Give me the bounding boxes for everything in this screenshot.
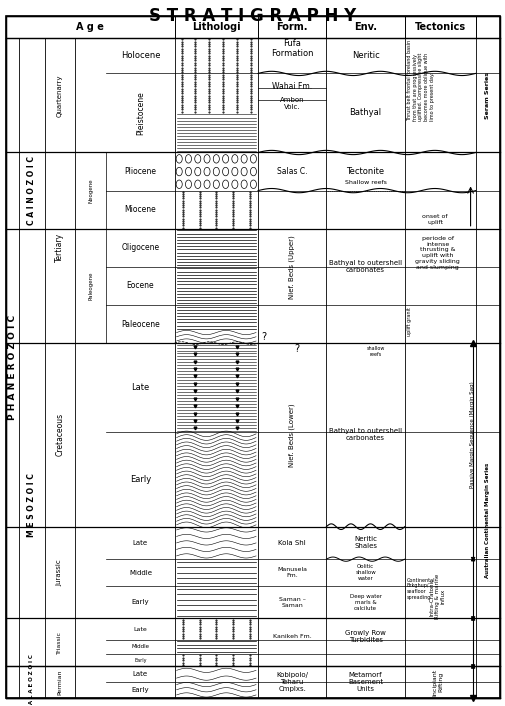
Text: Fufa
Formation: Fufa Formation	[271, 39, 313, 59]
Text: Pleistocene: Pleistocene	[136, 91, 144, 135]
Text: P A L A E O Z O I C: P A L A E O Z O I C	[29, 654, 34, 706]
Text: Metamorf
Basement
Units: Metamorf Basement Units	[347, 672, 382, 692]
Text: Kobipolo/
Teharu
Cmplxs.: Kobipolo/ Teharu Cmplxs.	[276, 672, 308, 692]
Text: Tertiary: Tertiary	[55, 233, 64, 263]
Text: Nief. Beds (Upper): Nief. Beds (Upper)	[288, 235, 295, 299]
Text: Oolitic
shallow
water: Oolitic shallow water	[355, 564, 375, 581]
Text: Incipiant
Rifting: Incipiant Rifting	[431, 669, 442, 695]
Text: Tectonite: Tectonite	[346, 167, 384, 176]
Text: Salas C.: Salas C.	[276, 167, 307, 176]
Text: ?: ?	[261, 333, 266, 342]
Text: M E S O Z O I C: M E S O Z O I C	[27, 473, 36, 537]
Text: Passive Margin Sequence (Margin Sag): Passive Margin Sequence (Margin Sag)	[469, 381, 474, 489]
Text: P H A N E R O Z O I C: P H A N E R O Z O I C	[8, 316, 17, 420]
Text: Ambon
Volc.: Ambon Volc.	[279, 97, 304, 109]
Text: Neogene: Neogene	[88, 179, 93, 203]
Text: Early: Early	[131, 687, 149, 693]
Text: Permian: Permian	[57, 669, 62, 695]
Text: Early: Early	[130, 475, 150, 484]
Text: Manusela
Fm.: Manusela Fm.	[277, 567, 307, 578]
Text: Growly Row
Turbidites: Growly Row Turbidites	[344, 630, 385, 643]
Text: Shallow reefs: Shallow reefs	[344, 180, 386, 185]
Text: Bathyal to outershell
carbonates: Bathyal to outershell carbonates	[328, 261, 401, 273]
Text: Cretaceous: Cretaceous	[55, 413, 64, 457]
Text: ?: ?	[294, 344, 299, 354]
Text: Holocene: Holocene	[120, 52, 160, 60]
Text: Paleocene: Paleocene	[121, 320, 160, 328]
Text: Middle: Middle	[131, 644, 149, 650]
Text: C A I N O Z O I C: C A I N O Z O I C	[27, 156, 36, 225]
Text: Neritic: Neritic	[351, 52, 379, 60]
Text: Early: Early	[131, 599, 149, 605]
Text: Oligocene: Oligocene	[121, 244, 159, 252]
Text: A g e: A g e	[76, 22, 104, 32]
Text: S T R A T I G R A P H Y: S T R A T I G R A P H Y	[149, 6, 356, 25]
Text: Form.: Form.	[276, 22, 308, 32]
Text: Eocene: Eocene	[126, 282, 154, 290]
Text: Bathyal to outershell
carbonates: Bathyal to outershell carbonates	[328, 429, 401, 441]
Text: Kola Shl: Kola Shl	[278, 540, 306, 546]
Text: Jurassic: Jurassic	[57, 559, 63, 586]
Text: Australian Continental Margin Series: Australian Continental Margin Series	[484, 462, 489, 578]
Text: Saman –
Saman: Saman – Saman	[278, 597, 305, 608]
Text: Env.: Env.	[354, 22, 376, 32]
Text: Triassic: Triassic	[57, 631, 62, 654]
Bar	[6, 16, 499, 38]
Text: Middle: Middle	[129, 570, 152, 575]
Text: Lithologi: Lithologi	[191, 22, 240, 32]
Text: Continental
Brkghup/
seafloor
spreading: Continental Brkghup/ seafloor spreading	[406, 578, 434, 600]
Text: Miocene: Miocene	[124, 205, 156, 214]
Text: Tectonics: Tectonics	[414, 22, 465, 32]
Text: Late: Late	[133, 626, 147, 632]
Text: Bathyal: Bathyal	[349, 109, 381, 117]
Text: Nief. Beds (Lower): Nief. Beds (Lower)	[288, 403, 295, 467]
Text: Intra-Cratonic
Rifting & marine
influx: Intra-Cratonic Rifting & marine influx	[429, 574, 445, 619]
Text: Late: Late	[133, 671, 147, 677]
Text: onset of
uplift: onset of uplift	[422, 215, 447, 225]
Text: Deep water
marls &
calcilute: Deep water marls & calcilute	[349, 594, 381, 611]
Text: Kanikeh Fm.: Kanikeh Fm.	[272, 634, 311, 640]
Text: Early: Early	[134, 657, 146, 663]
Text: Neritic
Shales: Neritic Shales	[354, 537, 376, 549]
Text: Late: Late	[133, 540, 147, 546]
Text: Quartenarry: Quartenarry	[57, 74, 63, 116]
Text: Paleogene: Paleogene	[88, 272, 93, 300]
Text: uplift granit: uplift granit	[406, 308, 411, 336]
Text: shallow
reefs: shallow reefs	[366, 346, 384, 357]
Text: Thrust belt frontal foreland basin
from that are progressively
uplifted. Compres: Thrust belt frontal foreland basin from …	[406, 40, 434, 121]
Text: Seram Series: Seram Series	[484, 72, 489, 119]
Text: Late: Late	[131, 383, 149, 392]
Text: periode of
intense
thrusting &
uplift with
gravity sliding
and slumping: periode of intense thrusting & uplift wi…	[415, 236, 459, 270]
Text: Wahai Fm.: Wahai Fm.	[272, 82, 312, 90]
Text: Pliocene: Pliocene	[124, 167, 156, 176]
